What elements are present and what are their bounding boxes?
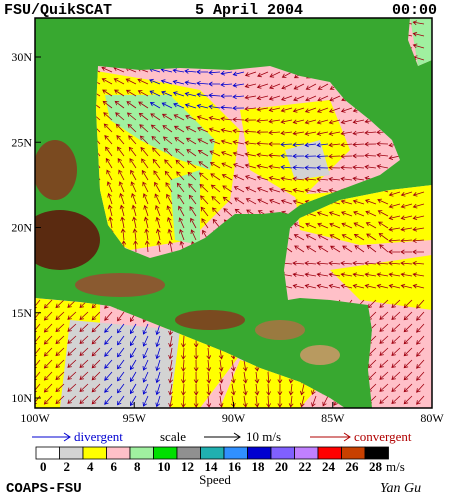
author: Yan Gu — [380, 481, 421, 496]
map-area — [35, 18, 432, 408]
colorbar-label: 16 — [228, 459, 242, 474]
divergent-label: divergent — [74, 429, 123, 444]
colorbar-swatch — [294, 446, 319, 460]
colorbar-swatch — [153, 446, 178, 460]
colorbar-swatch — [200, 446, 225, 460]
speed-fill — [60, 320, 180, 408]
colorbar-label: 10 — [158, 459, 171, 474]
title: FSU/QuikSCAT — [4, 2, 112, 19]
lat-label: 25N — [11, 135, 32, 149]
colorbar-label: 8 — [134, 459, 141, 474]
speed-fill — [285, 140, 330, 180]
speed-fill — [410, 18, 432, 66]
relief — [75, 273, 165, 297]
legend: divergent scale 10 m/s convergent — [32, 429, 412, 444]
colorbar-swatch — [129, 446, 154, 460]
speed-fill — [170, 170, 200, 245]
relief — [175, 310, 245, 330]
axis-labels: 30N 25N 20N 15N 10N 100W 95W 90W 85W 80W — [11, 50, 444, 425]
lat-label: 30N — [11, 50, 32, 64]
colorbar-label: 12 — [181, 459, 194, 474]
colorbar-swatch — [59, 446, 84, 460]
scale-value: 10 m/s — [246, 429, 281, 444]
relief — [255, 320, 305, 340]
divergent-vectors — [104, 67, 329, 408]
colorbar-swatch — [35, 446, 60, 460]
colorbar-label: 20 — [275, 459, 288, 474]
colorbar-label: 14 — [205, 459, 219, 474]
lon-label: 100W — [20, 411, 50, 425]
colorbar-label: 22 — [299, 459, 312, 474]
colorbar-unit: m/s — [386, 459, 405, 474]
colorbar-swatch — [364, 446, 389, 460]
colorbar: 0 2 4 6 8 10 12 14 16 18 20 22 24 26 28 — [35, 446, 389, 474]
time: 00:00 — [392, 2, 437, 19]
colorbar-swatch — [247, 446, 272, 460]
colorbar-label: 2 — [64, 459, 71, 474]
speed-fill — [330, 255, 432, 310]
lat-label: 15N — [11, 306, 32, 320]
lon-label: 95W — [123, 411, 147, 425]
colorbar-swatch — [341, 446, 366, 460]
colorbar-swatch — [106, 446, 131, 460]
speed-fill — [370, 310, 432, 408]
date: 5 April 2004 — [195, 2, 303, 19]
lat-label: 10N — [11, 391, 32, 405]
colorbar-swatch — [317, 446, 342, 460]
relief — [300, 345, 340, 365]
colorbar-label: 28 — [369, 459, 383, 474]
colorbar-label: 4 — [87, 459, 94, 474]
colorbar-label: 6 — [111, 459, 118, 474]
lat-label: 20N — [11, 221, 32, 235]
lon-label: 80W — [420, 411, 444, 425]
colorbar-swatch — [223, 446, 248, 460]
colorbar-title: Speed — [199, 472, 231, 487]
colorbar-label: 18 — [252, 459, 266, 474]
colorbar-swatch — [82, 446, 107, 460]
colorbar-label: 0 — [40, 459, 47, 474]
colorbar-swatch — [270, 446, 295, 460]
convergent-arrow — [310, 432, 351, 442]
lon-label: 90W — [222, 411, 246, 425]
speed-fill — [220, 360, 320, 408]
relief — [35, 210, 100, 270]
credit: COAPS-FSU — [6, 481, 82, 497]
relief — [35, 140, 77, 200]
lon-label: 85W — [321, 411, 345, 425]
colorbar-label: 26 — [346, 459, 360, 474]
colorbar-label: 24 — [322, 459, 336, 474]
scale-arrow — [204, 432, 241, 442]
scale-label: scale — [160, 429, 186, 444]
colorbar-swatch — [176, 446, 201, 460]
convergent-label: convergent — [354, 429, 412, 444]
divergent-arrow — [32, 432, 71, 442]
